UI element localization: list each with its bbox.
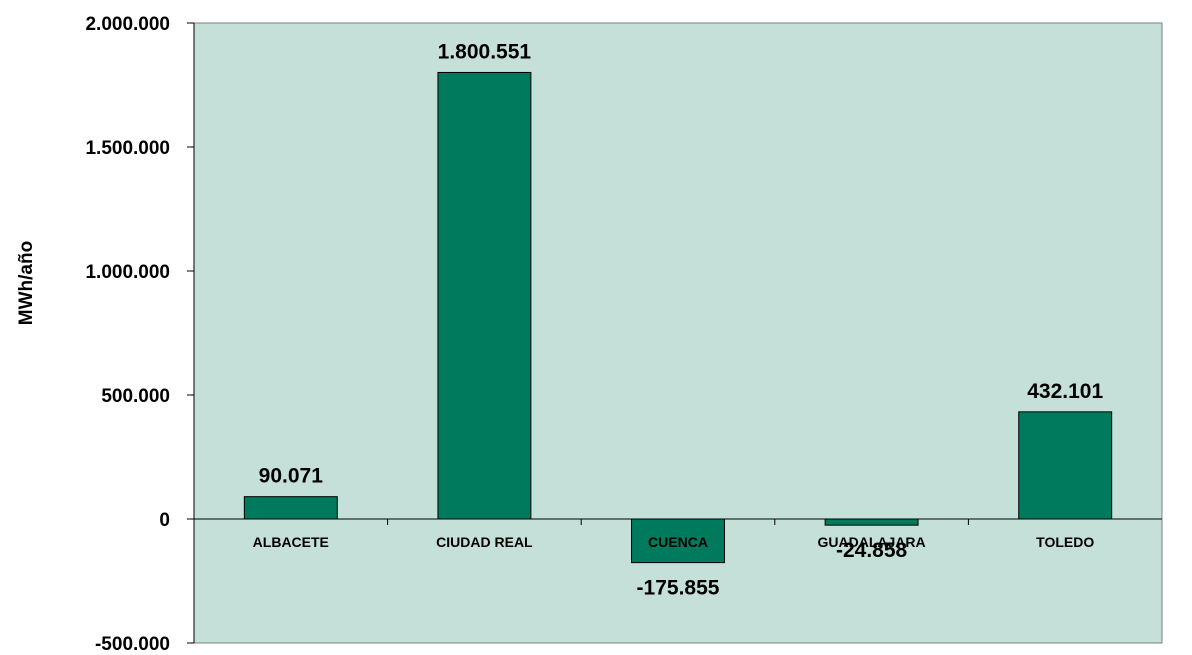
data-label: 432.101: [1027, 380, 1103, 403]
bar: [437, 71, 532, 520]
y-tick-label: 2.000.000: [85, 14, 170, 35]
y-tick-label: -500.000: [95, 634, 170, 655]
data-labels: 90.071 1.800.551 -175.855 -24.858 432.101: [259, 40, 1104, 599]
category-labels: ALBACETE CIUDAD REAL CUENCA GUADALAJARA TOLE…: [253, 519, 1094, 550]
bar: [1018, 411, 1113, 520]
bar: [631, 518, 725, 564]
bars: [243, 71, 1113, 564]
y-tick-label: 1.500.000: [85, 138, 170, 159]
y-tick-label: 0: [159, 510, 170, 531]
y-tick-label: 500.000: [101, 386, 170, 407]
data-label: -175.855: [637, 577, 720, 600]
y-axis-ticks: 2.000.000 1.500.000 1.000.000 500.000 0 -500.…: [85, 14, 194, 655]
category-label: CUENCA: [648, 534, 708, 550]
category-label: TOLEDO: [1036, 534, 1094, 550]
bar: [243, 496, 338, 520]
data-label: 1.800.551: [438, 40, 532, 63]
y-tick-label: 1.000.000: [85, 262, 170, 283]
y-axis-title: MWh/año: [16, 241, 37, 325]
data-label: 90.071: [259, 465, 324, 488]
category-label: ALBACETE: [253, 534, 329, 550]
bar: [824, 518, 919, 526]
category-label: GUADALAJARA: [818, 534, 926, 550]
category-label: CIUDAD REAL: [436, 534, 533, 550]
data-label: -24.858: [836, 539, 908, 562]
